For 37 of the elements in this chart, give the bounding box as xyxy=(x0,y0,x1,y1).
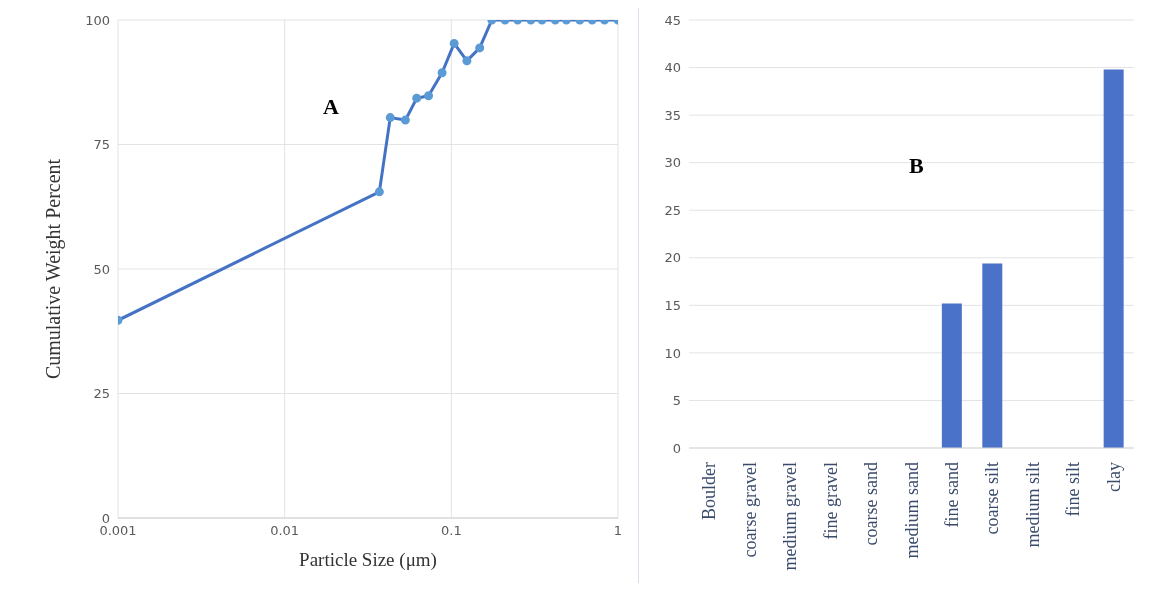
y-tick-label: 40 xyxy=(664,60,681,76)
x-axis-title: Particle Size (μm) xyxy=(299,549,437,571)
y-tick-label: 75 xyxy=(93,137,110,153)
y-tick-label: 5 xyxy=(672,393,681,409)
bar xyxy=(982,263,1003,448)
y-axis-title: Cumulative Weight Percent xyxy=(42,158,66,380)
y-tick-label: 45 xyxy=(664,12,681,28)
x-tick-label: clay xyxy=(1103,462,1124,492)
y-tick-label: 10 xyxy=(664,345,681,361)
y-tick-label: 35 xyxy=(664,107,681,123)
y-tick-label: 20 xyxy=(664,250,681,266)
y-tick-label: 0 xyxy=(672,440,681,456)
x-tick-label: 1 xyxy=(613,523,623,539)
x-tick-label: medium silt xyxy=(1022,462,1043,548)
y-tick-label: 0 xyxy=(101,510,110,526)
bar xyxy=(1103,69,1124,448)
x-tick-label: fine gravel xyxy=(820,462,841,540)
y-tick-label: 50 xyxy=(93,261,110,277)
y-tick-label: 100 xyxy=(85,12,110,28)
x-tick-label: fine sand xyxy=(941,462,962,528)
x-tick-label: Boulder xyxy=(699,462,720,520)
text: A xyxy=(323,94,339,120)
y-tick-label: 30 xyxy=(664,155,681,171)
text: B xyxy=(909,153,924,179)
x-tick-label: coarse sand xyxy=(861,462,882,546)
x-tick-label: medium gravel xyxy=(780,462,801,571)
y-tick-label: 15 xyxy=(664,297,681,313)
x-tick-label: coarse silt xyxy=(982,462,1003,535)
x-tick-label: fine silt xyxy=(1063,462,1084,517)
x-tick-label: medium sand xyxy=(901,462,922,559)
y-tick-label: 25 xyxy=(93,386,110,402)
bar xyxy=(941,303,962,448)
y-tick-label: 25 xyxy=(664,202,681,218)
x-tick-label: 0.001 xyxy=(99,523,137,539)
x-tick-label: 0.1 xyxy=(440,523,462,539)
x-tick-label: coarse gravel xyxy=(739,462,760,558)
x-tick-label: 0.01 xyxy=(270,523,300,539)
